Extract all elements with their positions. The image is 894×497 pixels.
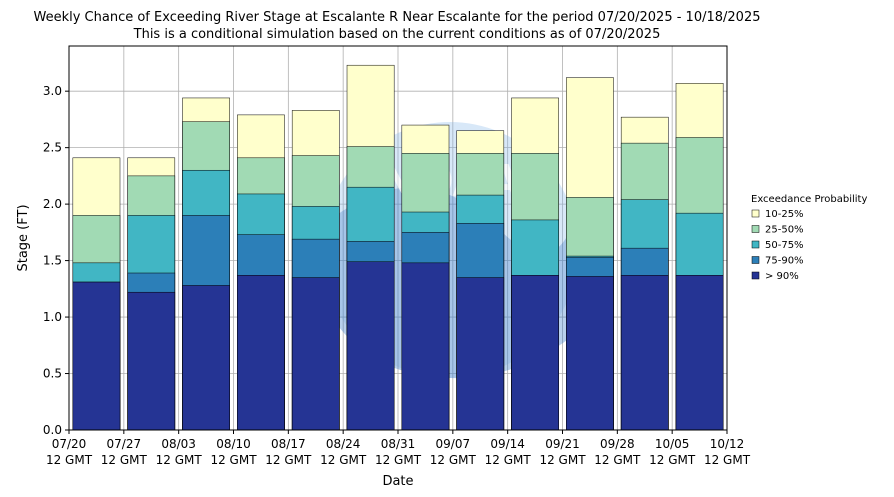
- x-tick-label-time: 12 GMT: [320, 453, 367, 467]
- y-tick-label: 2.5: [43, 141, 62, 155]
- y-axis: 0.0 0.5 1.0 1.5 2.0 2.5 3.0: [43, 84, 69, 437]
- x-tick-label-time: 12 GMT: [210, 453, 257, 467]
- chart-title: Weekly Chance of Exceeding River Stage a…: [34, 10, 761, 25]
- y-tick-label: 0.5: [43, 367, 62, 381]
- bars: [72, 64, 724, 431]
- bar: [401, 262, 450, 431]
- x-tick-label-date: 09/21: [545, 437, 580, 451]
- x-tick-label-time: 12 GMT: [485, 453, 532, 467]
- x-axis: 07/20 12 GMT 07/27 12 GMT 08/03 12 GMT 08/10 12…: [46, 430, 751, 467]
- bar: [456, 277, 505, 431]
- y-axis-label: Stage (FT): [16, 204, 31, 271]
- legend-label: 50-75%: [765, 240, 804, 251]
- legend-label: 75-90%: [765, 256, 804, 267]
- legend-title: Exceedance Probability: [751, 194, 867, 205]
- bar: [566, 276, 614, 431]
- legend-label: 25-50%: [765, 225, 804, 236]
- x-tick-label-time: 12 GMT: [430, 453, 477, 467]
- bar: [620, 275, 669, 431]
- x-tick-label-time: 12 GMT: [46, 453, 93, 467]
- chart-subtitle: This is a conditional simulation based o…: [133, 27, 661, 42]
- bar: [182, 285, 230, 431]
- legend-swatch: [751, 271, 760, 280]
- x-tick-label-date: 08/17: [271, 437, 306, 451]
- legend-label: > 90%: [765, 271, 799, 282]
- y-tick-label: 1.0: [43, 310, 62, 324]
- x-tick-label-time: 12 GMT: [265, 453, 312, 467]
- x-tick-label-time: 12 GMT: [539, 453, 586, 467]
- bar: [72, 281, 121, 431]
- y-tick-label: 1.5: [43, 254, 62, 268]
- legend-label: 10-25%: [765, 209, 804, 220]
- legend-swatch: [751, 225, 760, 233]
- x-tick-label-date: 08/03: [161, 437, 196, 451]
- bar: [127, 291, 176, 431]
- x-tick-label-time: 12 GMT: [649, 453, 696, 467]
- legend-swatch: [751, 240, 760, 249]
- x-axis-label: Date: [382, 474, 413, 489]
- plot-frame: [68, 45, 728, 431]
- x-tick-label-time: 12 GMT: [704, 453, 751, 467]
- bar: [675, 275, 724, 431]
- x-tick-label-date: 10/05: [655, 437, 690, 451]
- grid: [68, 46, 728, 431]
- x-tick-label-time: 12 GMT: [156, 453, 203, 467]
- x-tick-label-date: 07/27: [107, 437, 142, 451]
- legend: Exceedance Probability 10-25% 25-50% 50-75…: [751, 194, 867, 282]
- y-tick-label: 2.0: [43, 197, 62, 211]
- x-tick-label-date: 08/31: [381, 437, 416, 451]
- x-tick-label-time: 12 GMT: [594, 453, 641, 467]
- bar: [291, 277, 340, 431]
- y-tick-label: 0.0: [43, 423, 62, 437]
- y-tick-label: 3.0: [43, 84, 62, 98]
- legend-swatch: [751, 256, 760, 264]
- x-tick-label-time: 12 GMT: [101, 453, 148, 467]
- x-tick-label-date: 08/24: [326, 437, 361, 451]
- legend-swatch: [751, 209, 760, 218]
- x-tick-label-date: 09/14: [490, 437, 525, 451]
- bar: [237, 275, 285, 431]
- x-tick-label-time: 12 GMT: [375, 453, 422, 467]
- x-tick-label-date: 10/12: [710, 437, 745, 451]
- x-tick-label-date: 08/10: [216, 437, 251, 451]
- x-tick-label-date: 09/28: [600, 437, 635, 451]
- x-tick-label-date: 07/20: [52, 437, 87, 451]
- x-tick-label-date: 09/07: [436, 437, 471, 451]
- bar: [346, 261, 395, 431]
- bar: [511, 275, 559, 431]
